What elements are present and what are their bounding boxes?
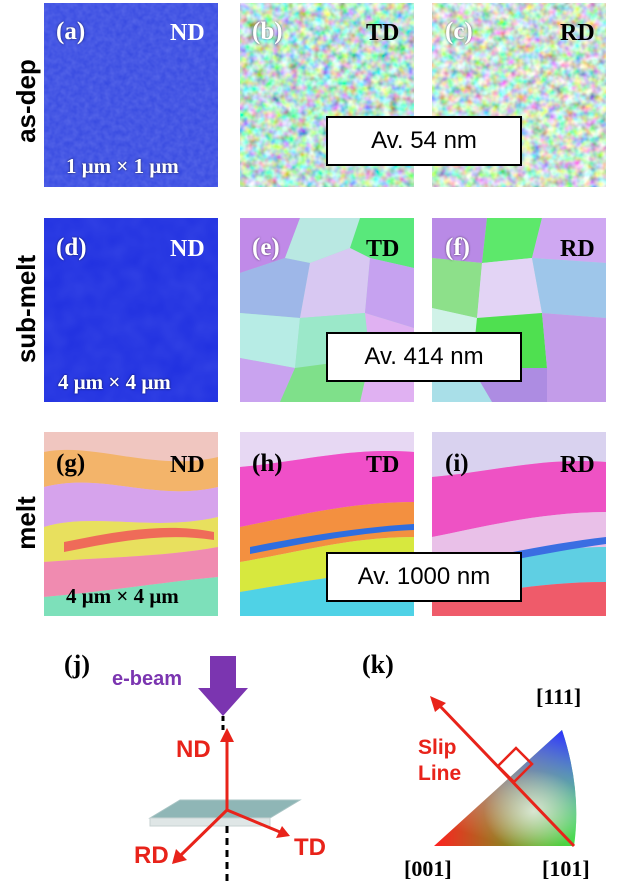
panel-tag-k: (k) — [362, 650, 394, 679]
slip-line-arrowhead — [430, 696, 446, 712]
label-101: [101] — [542, 856, 590, 881]
rd-label: RD — [134, 842, 169, 869]
panel-dir-i: RD — [560, 452, 595, 478]
rd-axis — [178, 808, 229, 858]
label-111: [111] — [536, 684, 582, 709]
panel-tag-c: (c) — [445, 18, 473, 45]
panel-dir-e: TD — [366, 236, 400, 262]
rd-arrowhead — [172, 849, 187, 864]
scale-bar-label-d: 4 μm × 4 μm — [58, 370, 171, 394]
scale-bar-label-a: 1 μm × 1 μm — [66, 154, 179, 178]
row-label-sub-melt: sub-melt — [11, 254, 41, 364]
td-arrowhead — [276, 826, 290, 838]
td-label: TD — [294, 834, 326, 861]
ebeam-arrow — [198, 656, 248, 716]
average-size-box-3: Av. 1000 nm — [326, 552, 522, 602]
panel-dir-b: TD — [366, 20, 400, 46]
panel-tag-b: (b) — [252, 18, 283, 45]
panel-dir-c: RD — [560, 20, 595, 46]
right-angle-mark — [496, 746, 534, 784]
sample-plate-edge — [149, 817, 271, 827]
panel-dir-f: RD — [560, 236, 595, 262]
panel-tag-d: (d) — [56, 234, 87, 261]
inverse-pole-figure — [430, 696, 577, 848]
ebeam-label: e-beam — [112, 668, 183, 690]
slip-label-1: Slip — [418, 736, 457, 759]
average-size-box-1: Av. 54 nm — [326, 116, 522, 166]
panel-tag-e: (e) — [252, 234, 280, 261]
panel-tag-a: (a) — [56, 18, 86, 45]
panel-tag-j: (j) — [64, 650, 90, 679]
panel-tag-h: (h) — [252, 450, 283, 477]
grain-map — [44, 218, 218, 402]
panel-tag-f: (f) — [445, 234, 470, 261]
panel-dir-g: ND — [170, 452, 205, 478]
ebsd-map-g — [44, 432, 218, 616]
sample-plate — [148, 799, 302, 819]
td-axis — [226, 808, 281, 834]
panel-dir-a: ND — [170, 20, 205, 46]
grain-map — [44, 3, 218, 187]
slip-label-2: Line — [418, 762, 462, 785]
nd-label: ND — [176, 736, 211, 763]
panel-dir-h: TD — [366, 452, 400, 478]
panel-dir-d: ND — [170, 236, 205, 262]
grain-map — [44, 432, 218, 616]
panel-tag-g: (g) — [56, 450, 86, 477]
row-label-melt: melt — [11, 496, 41, 550]
ebsd-map-a — [44, 3, 218, 187]
average-size-box-2: Av. 414 nm — [326, 332, 522, 382]
row-label-as-dep: as-dep — [11, 59, 41, 143]
panel-tag-i: (i) — [445, 450, 469, 477]
nd-arrowhead — [220, 728, 234, 742]
scale-bar-label-g: 4 μm × 4 μm — [66, 584, 179, 608]
sample-coordinate-diagram — [148, 656, 302, 882]
ebsd-map-d — [44, 218, 218, 402]
label-001: [001] — [404, 856, 452, 881]
